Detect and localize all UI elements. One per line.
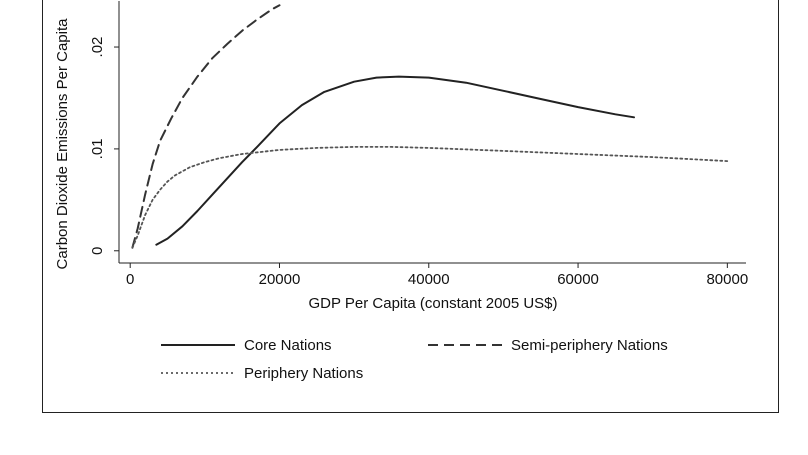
x-tick-label-1: 20000 (259, 271, 301, 288)
legend-label-semi-periphery-nations: Semi-periphery Nations (511, 337, 668, 354)
chart-frame: 0 20000 40000 60000 80000 0 .01 .02 GDP Per Cap… (42, 0, 779, 413)
x-tick-label-4: 80000 (706, 271, 748, 288)
legend-label-core-nations: Core Nations (244, 337, 332, 354)
series-line-core-nations (155, 75, 635, 246)
legend: Core Nations Semi-periphery Nations Periph… (161, 337, 668, 382)
ticks: 0 20000 40000 60000 80000 0 .01 .02 (89, 37, 748, 288)
x-tick-label-3: 60000 (557, 271, 599, 288)
y-tick-label-2: .02 (89, 37, 106, 58)
x-tick-label-0: 0 (126, 271, 134, 288)
series-line-semi-periphery-nations (131, 4, 281, 249)
legend-label-periphery-nations: Periphery Nations (244, 365, 363, 382)
chart: 0 20000 40000 60000 80000 0 .01 .02 GDP Per Cap… (54, 1, 748, 382)
y-tick-label-1: .01 (89, 138, 106, 159)
y-tick-label-0: 0 (89, 247, 106, 255)
series-line-periphery-nations (131, 145, 729, 249)
series-layer (131, 4, 729, 249)
y-axis-title: Carbon Dioxide Emissions Per Capita (54, 18, 71, 270)
x-tick-label-2: 40000 (408, 271, 450, 288)
axes (118, 1, 746, 264)
x-axis-title: GDP Per Capita (constant 2005 US$) (308, 295, 557, 312)
